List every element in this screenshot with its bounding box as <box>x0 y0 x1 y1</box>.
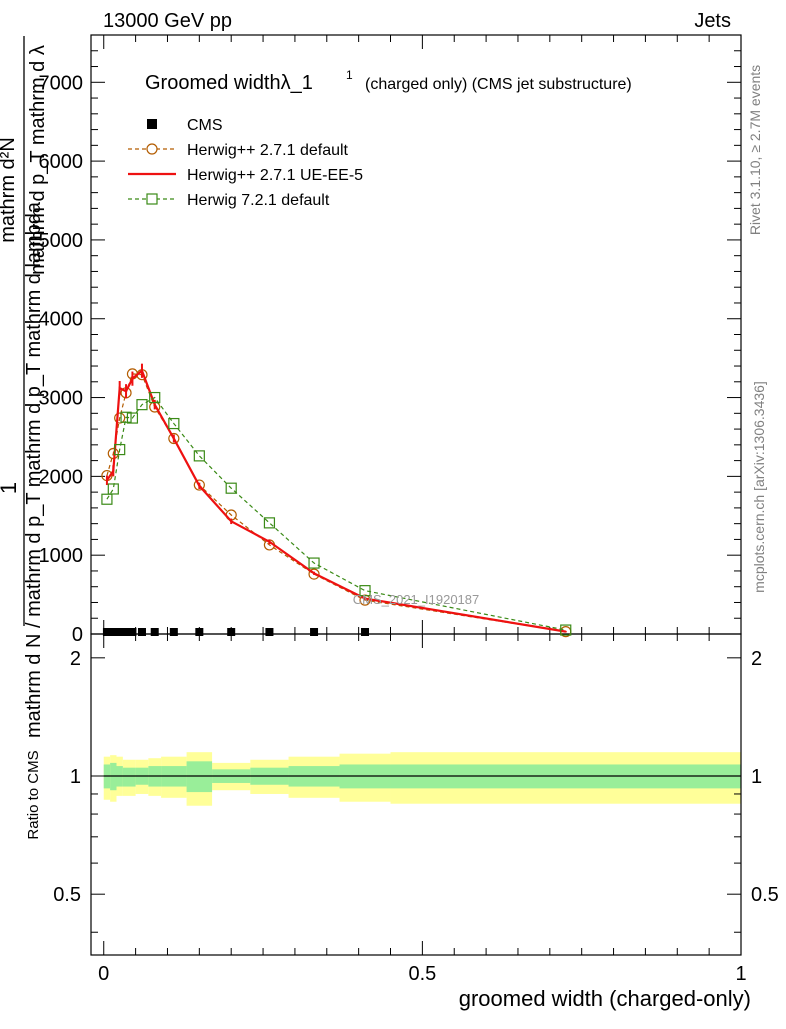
data-point <box>227 628 236 636</box>
data-point <box>149 391 161 404</box>
y-label-denominator: mathrm d p_T mathrm d λ <box>27 45 49 275</box>
data-point <box>195 628 204 636</box>
data-point <box>263 517 276 529</box>
x-tick-label: 0.5 <box>408 963 436 985</box>
data-point <box>114 412 126 424</box>
legend-marker <box>146 143 158 155</box>
y-label-numerator: mathrm d²N <box>0 137 19 243</box>
data-point <box>102 628 111 636</box>
data-point <box>136 399 148 411</box>
data-point <box>137 628 146 636</box>
ratio-band-inner <box>122 767 136 787</box>
legend-label: CMS <box>187 117 223 134</box>
data-point <box>150 628 159 636</box>
y-tick-label: 5000 <box>39 230 84 252</box>
data-point <box>109 628 118 636</box>
data-point <box>361 628 370 636</box>
data-point <box>107 483 119 495</box>
data-point <box>168 432 180 445</box>
ratio-tick-label: 1 <box>70 766 81 788</box>
ratio-tick-label: 0.5 <box>751 884 779 906</box>
ratio-y-ticks: 0.5 0.5 1 1 2 2 <box>53 648 779 933</box>
legend-label: Herwig++ 2.7.1 UE-EE-5 <box>187 167 363 184</box>
data-point <box>560 624 572 636</box>
ratio-tick-label: 2 <box>751 648 762 670</box>
series-line <box>106 373 566 633</box>
legend-marker <box>147 119 157 129</box>
series-line <box>106 368 566 633</box>
series-1 <box>101 368 572 638</box>
ratio-y-label: Ratio to CMS <box>25 750 42 839</box>
legend-label: Herwig++ 2.7.1 default <box>187 142 349 159</box>
ratio-tick-label: 1 <box>751 766 762 788</box>
data-point <box>169 628 178 636</box>
data-point <box>115 628 124 636</box>
data-point <box>193 479 205 491</box>
x-ticks: 0 0.5 1 <box>98 35 747 985</box>
series-2 <box>105 363 567 633</box>
legend-label: Herwig 7.2.1 default <box>187 192 330 209</box>
data-point <box>128 628 137 636</box>
watermark-text: CMS_2021_I1920187 <box>353 592 480 607</box>
series-3 <box>101 391 572 636</box>
header-right: Jets <box>694 10 731 32</box>
ratio-frame <box>90 633 742 956</box>
data-point <box>122 628 131 636</box>
header-left: 13000 GeV pp <box>103 10 232 32</box>
data-point <box>101 493 113 505</box>
ratio-band-inner <box>186 761 213 793</box>
y-tick-label: 4000 <box>39 309 84 331</box>
x-tick-label: 0 <box>98 963 109 985</box>
data-point <box>126 412 139 424</box>
series-0 <box>102 628 370 636</box>
legend-marker <box>146 193 158 205</box>
data-point <box>359 585 371 597</box>
plot-title: Groomed widthλ_1 1 (charged only) (CMS jet… <box>145 68 632 94</box>
y-tick-label: 6000 <box>39 151 84 173</box>
main-y-label: 1mathrm d N / mathrm d p_T mathrm d p_T … <box>0 36 49 738</box>
main-y-ticks: 0 1000 2000 3000 4000 5000 6000 7000 <box>39 34 741 646</box>
data-point <box>308 568 320 580</box>
y-tick-label: 0 <box>72 624 83 646</box>
series-line <box>106 396 566 631</box>
y-label-bottom: mathrm d N / mathrm d p_T mathrm d p_T m… <box>23 201 45 738</box>
rivet-label: Rivet 3.1.10, ≥ 2.7M events <box>747 65 763 235</box>
y-tick-label: 7000 <box>39 72 84 94</box>
data-point <box>193 450 205 462</box>
data-point <box>310 628 319 636</box>
x-tick-label: 1 <box>735 963 746 985</box>
mcplots-label: mcplots.cern.ch [arXiv:1306.3436] <box>751 381 767 593</box>
legend: CMS Herwig++ 2.7.1 default Herwig++ 2.7.1 … <box>128 117 363 209</box>
data-point <box>168 417 180 430</box>
data-point <box>308 557 320 569</box>
ratio-bands <box>103 752 741 806</box>
y-label-top: 1 <box>0 482 21 494</box>
data-point <box>114 443 126 456</box>
ratio-tick-label: 2 <box>70 648 81 670</box>
y-tick-label: 2000 <box>39 466 84 488</box>
y-tick-label: 1000 <box>39 545 84 567</box>
data-point <box>120 411 132 423</box>
title-main: Groomed widthλ_1 <box>145 72 313 94</box>
y-tick-label: 3000 <box>39 388 84 410</box>
title-superscript: 1 <box>346 68 353 82</box>
title-rest: (charged only) (CMS jet substructure) <box>365 76 632 93</box>
data-point <box>225 482 237 494</box>
x-axis-label: groomed width (charged-only) <box>459 986 751 1011</box>
data-point <box>265 628 274 636</box>
ratio-tick-label: 0.5 <box>53 884 81 906</box>
